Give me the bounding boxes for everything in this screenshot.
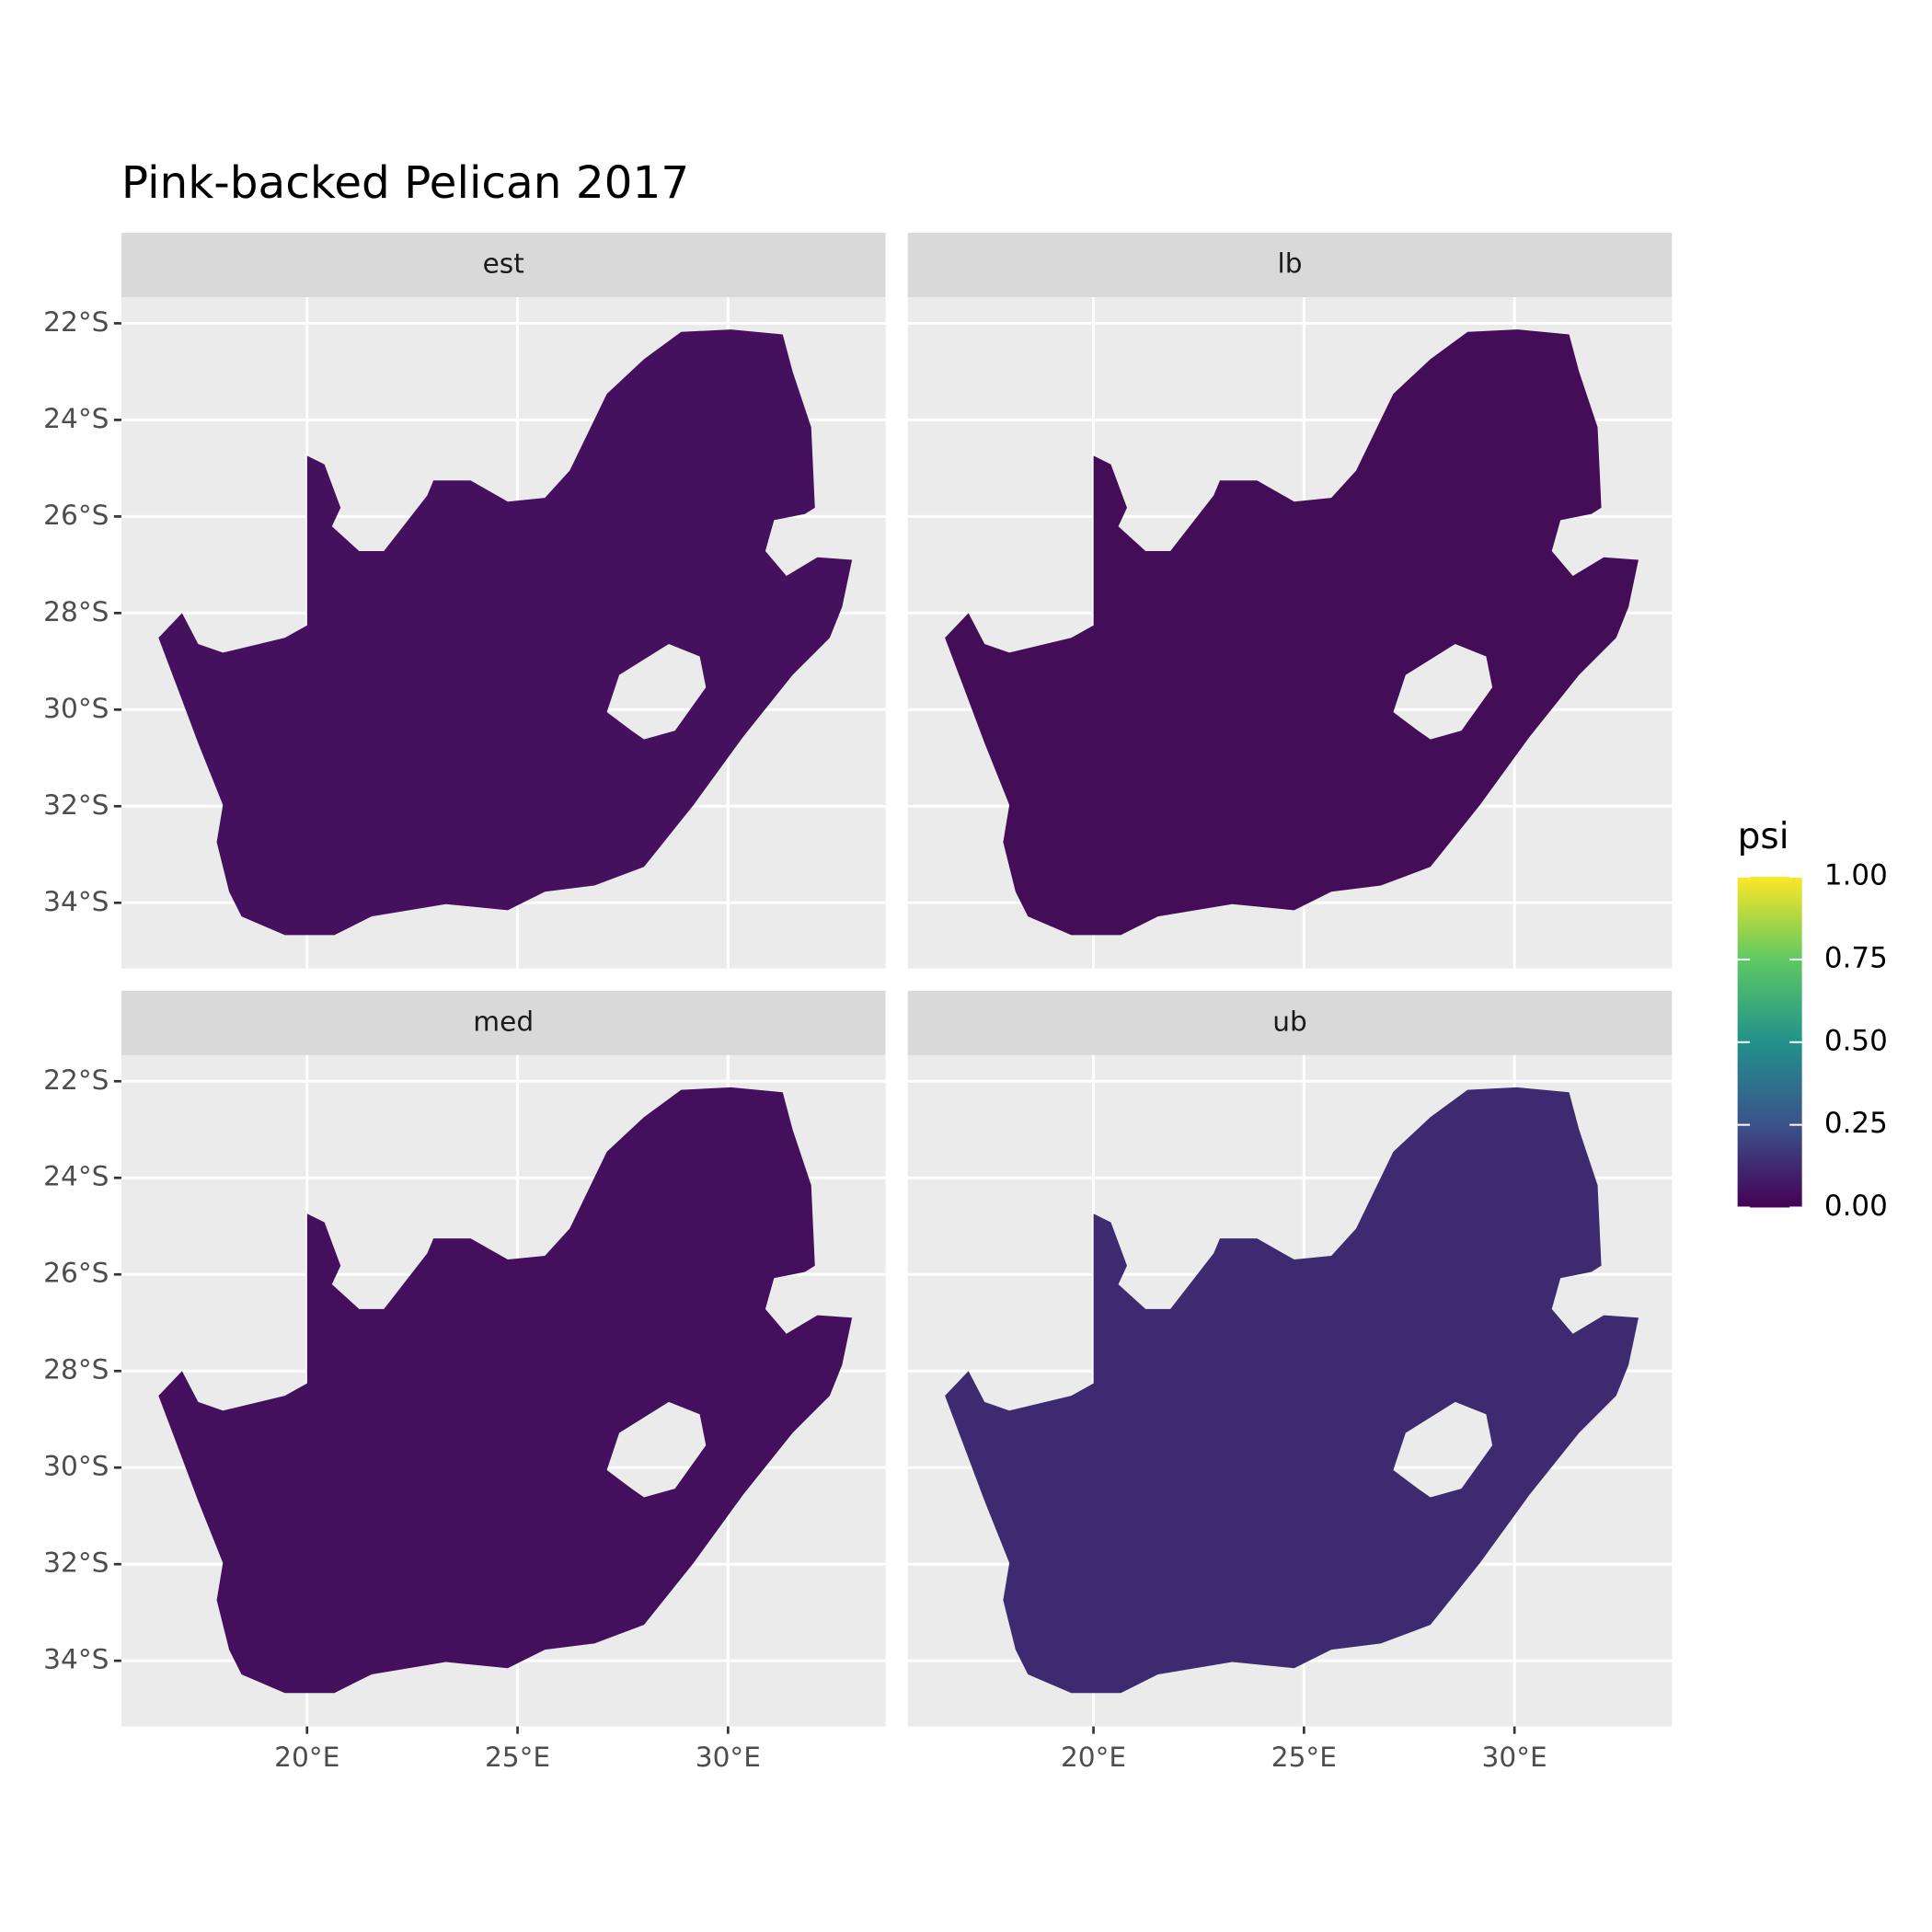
y-tick-label: 28°S: [43, 596, 109, 627]
facet-label: med: [473, 1006, 534, 1037]
strip: [121, 990, 886, 1055]
y-tick-label: 26°S: [43, 1258, 109, 1289]
x-tick-label: 20°E: [1061, 1742, 1126, 1773]
facet-label: lb: [1278, 248, 1303, 280]
strip: [907, 990, 1673, 1055]
x-tick-label: 30°E: [1482, 1742, 1547, 1773]
legend-label: 0.75: [1824, 941, 1888, 974]
y-tick-label: 22°S: [43, 1064, 109, 1096]
x-tick-label: 25°E: [1271, 1742, 1337, 1773]
strip: [907, 233, 1673, 298]
facet-label: est: [483, 248, 524, 280]
legend-label: 0.25: [1824, 1107, 1888, 1140]
legend-title: psi: [1738, 816, 1789, 857]
y-tick-label: 24°S: [43, 1161, 109, 1192]
y-tick-label: 30°S: [43, 1451, 109, 1482]
legend-label: 0.00: [1824, 1190, 1888, 1223]
y-tick-label: 22°S: [43, 306, 109, 338]
legend-label: 0.50: [1824, 1024, 1888, 1057]
facet-label: ub: [1272, 1006, 1307, 1037]
y-tick-label: 24°S: [43, 403, 109, 434]
y-tick-label: 26°S: [43, 500, 109, 531]
x-tick-label: 30°E: [696, 1742, 761, 1773]
x-tick-label: 20°E: [274, 1742, 339, 1773]
strip: [121, 233, 886, 298]
legend-label: 1.00: [1824, 859, 1888, 892]
y-tick-label: 32°S: [43, 1547, 109, 1579]
y-tick-label: 34°S: [43, 1644, 109, 1675]
y-tick-label: 28°S: [43, 1354, 109, 1386]
y-tick-label: 32°S: [43, 789, 109, 821]
chart-title: Pink-backed Pelican 2017: [121, 157, 689, 209]
y-tick-label: 34°S: [43, 886, 109, 917]
y-tick-label: 30°S: [43, 693, 109, 724]
x-tick-label: 25°E: [485, 1742, 550, 1773]
